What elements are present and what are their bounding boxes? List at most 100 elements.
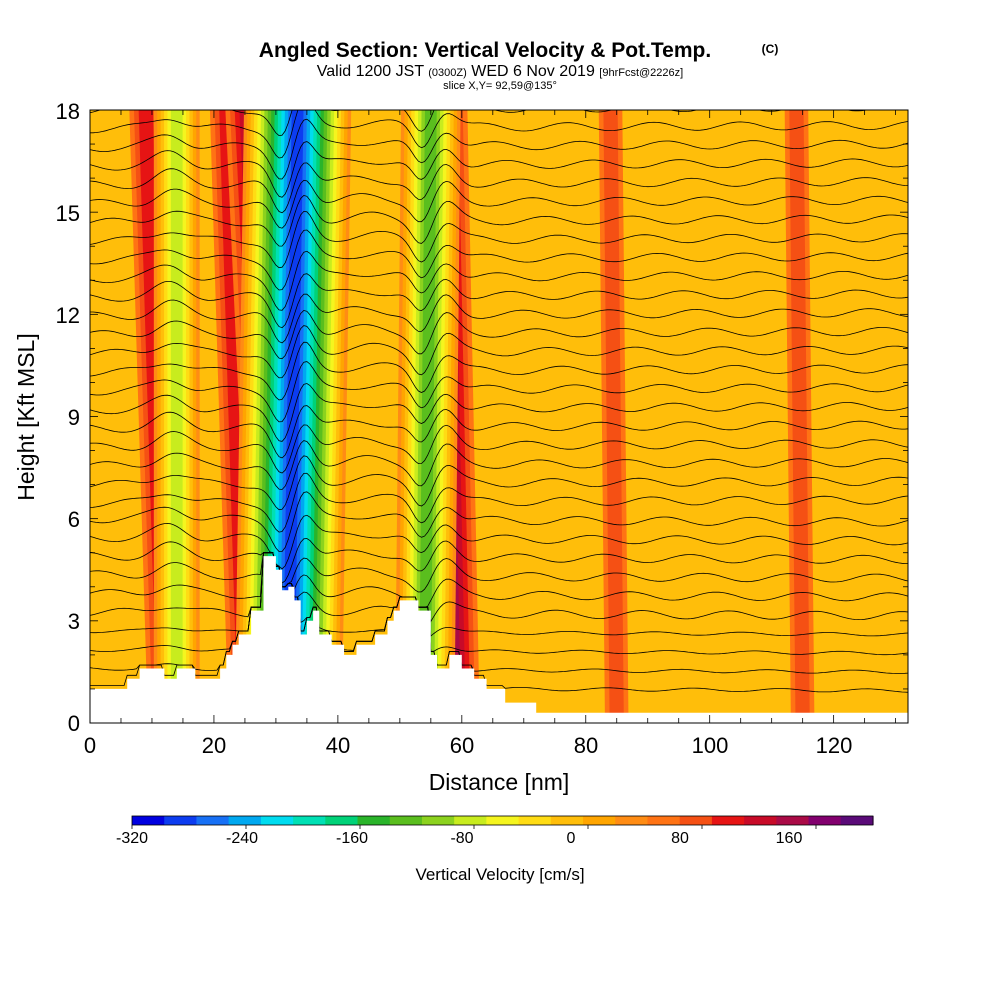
- colorbar-cell: [808, 816, 842, 825]
- updraft-band: [789, 110, 810, 723]
- colorbar: -320 -240 -160 -80 0 80 160 Vertical Vel…: [116, 815, 874, 884]
- theta-contour-line: [90, 110, 908, 159]
- x-tick-label: 40: [326, 733, 350, 758]
- y-tick-label: 6: [68, 507, 80, 532]
- velocity-bands: [129, 110, 815, 723]
- colorbar-cell: [711, 816, 745, 825]
- colorbar-cell: [164, 816, 198, 825]
- theta-contour-line: [90, 552, 908, 593]
- colorbar-cell: [744, 816, 777, 825]
- x-tick-label: 80: [574, 733, 598, 758]
- colorbar-cell: [583, 816, 616, 825]
- colorbar-cell: [679, 816, 713, 825]
- colorbar-frame: [131, 815, 874, 826]
- theta-contour-line: [90, 162, 908, 214]
- x-tick-label: 100: [692, 733, 729, 758]
- y-axis-label: Height [Kft MSL]: [13, 333, 39, 500]
- theta-contour-line: [90, 179, 908, 229]
- theta-contour-line: [90, 552, 908, 623]
- valid-date: WED 6 Nov 2019: [467, 63, 600, 80]
- x-axis-label: Distance [nm]: [429, 769, 570, 795]
- colorbar-cell: [196, 816, 230, 825]
- theta-contour-line: [90, 552, 908, 637]
- y-axis: 0 3 6 9 12 15 18 Height [Kft MSL]: [13, 99, 80, 736]
- colorbar-cell: [260, 816, 294, 825]
- theta-contour-line: [90, 229, 908, 291]
- colorbar-cell: [776, 816, 810, 825]
- theta-contour-line: [90, 424, 908, 474]
- colorbar-tick-label: 160: [776, 830, 803, 847]
- theta-contour-line: [90, 361, 908, 423]
- copyright-mark: (C): [762, 42, 779, 56]
- x-tick-label: 120: [816, 733, 853, 758]
- colorbar-cell: [518, 816, 552, 825]
- colorbar-cell: [228, 816, 262, 825]
- field-background: [90, 110, 908, 723]
- theta-contour-line: [90, 325, 908, 379]
- theta-contour-line: [90, 440, 908, 490]
- theta-contour-line: [90, 310, 908, 360]
- slice-info: slice X,Y= 92,59@135°: [443, 80, 557, 92]
- terrain-mask: [90, 556, 908, 723]
- colorbar-cell: [840, 816, 874, 825]
- colorbar-cell: [132, 816, 165, 825]
- theta-contour-line: [90, 552, 908, 674]
- theta-contour-line: [90, 383, 908, 442]
- x-tick-label: 0: [84, 733, 96, 758]
- colorbar-cell: [421, 816, 455, 825]
- colorbar-cell: [389, 816, 423, 825]
- valid-time-local: Valid 1200 JST: [317, 63, 428, 80]
- colorbar-cells: [131, 816, 874, 829]
- y-tick-label: 3: [68, 609, 80, 634]
- theta-contour-line: [90, 552, 908, 608]
- theta-contour-line: [90, 273, 908, 329]
- colorbar-tick-label: -320: [116, 830, 148, 847]
- theta-contour-line: [90, 472, 908, 533]
- plot-area: [90, 110, 908, 723]
- x-tick-label: 20: [202, 733, 226, 758]
- theta-contour-line: [90, 250, 908, 311]
- colorbar-tick-label: 80: [671, 830, 689, 847]
- theta-contours: [90, 110, 908, 693]
- downdraft-band: [170, 110, 183, 723]
- y-tick-label: 15: [56, 201, 80, 226]
- y-tick-label: 18: [56, 99, 80, 124]
- theta-contour-line: [90, 538, 908, 584]
- theta-contour-line: [90, 195, 908, 247]
- theta-contour-line: [90, 552, 908, 656]
- theta-contour-line: [90, 491, 908, 552]
- colorbar-tick-label: -80: [450, 830, 473, 847]
- colorbar-cell: [550, 816, 584, 825]
- y-tick-label: 9: [68, 405, 80, 430]
- colorbar-tick-label: 0: [567, 830, 576, 847]
- colorbar-cell: [357, 816, 391, 825]
- minor-ticks: [89, 109, 908, 724]
- updraft-band: [603, 110, 624, 723]
- colorbar-cell: [615, 816, 649, 825]
- colorbar-cell: [325, 816, 359, 825]
- theta-contour-line: [90, 341, 908, 401]
- colorbar-cell: [454, 816, 487, 825]
- theta-contour-line: [90, 514, 908, 570]
- valid-time-line: Valid 1200 JST (0300Z) WED 6 Nov 2019 [9…: [317, 63, 683, 80]
- theta-contour-line: [90, 293, 908, 344]
- colorbar-label: Vertical Velocity [cm/s]: [415, 865, 584, 884]
- theta-contour-line: [90, 141, 908, 198]
- x-tick-label: 60: [450, 733, 474, 758]
- y-tick-label: 12: [56, 303, 80, 328]
- valid-time-utc: (0300Z): [428, 67, 467, 79]
- x-axis: 0 20 40 60 80 100 120 Distance [nm]: [84, 733, 852, 795]
- chart-title: Angled Section: Vertical Velocity & Pot.…: [259, 39, 711, 62]
- colorbar-cell: [647, 816, 681, 825]
- theta-contour-line: [90, 118, 908, 180]
- colorbar-cell: [293, 816, 326, 825]
- colorbar-cell: [486, 816, 520, 825]
- theta-contour-line: [90, 210, 908, 269]
- colorbar-tick-label: -240: [226, 830, 258, 847]
- theta-contour-line: [90, 405, 908, 459]
- y-tick-label: 0: [68, 711, 80, 736]
- forecast-info: [9hrFcst@2226z]: [599, 67, 683, 79]
- colorbar-tick-label: -160: [336, 830, 368, 847]
- theta-contour-line: [90, 455, 908, 511]
